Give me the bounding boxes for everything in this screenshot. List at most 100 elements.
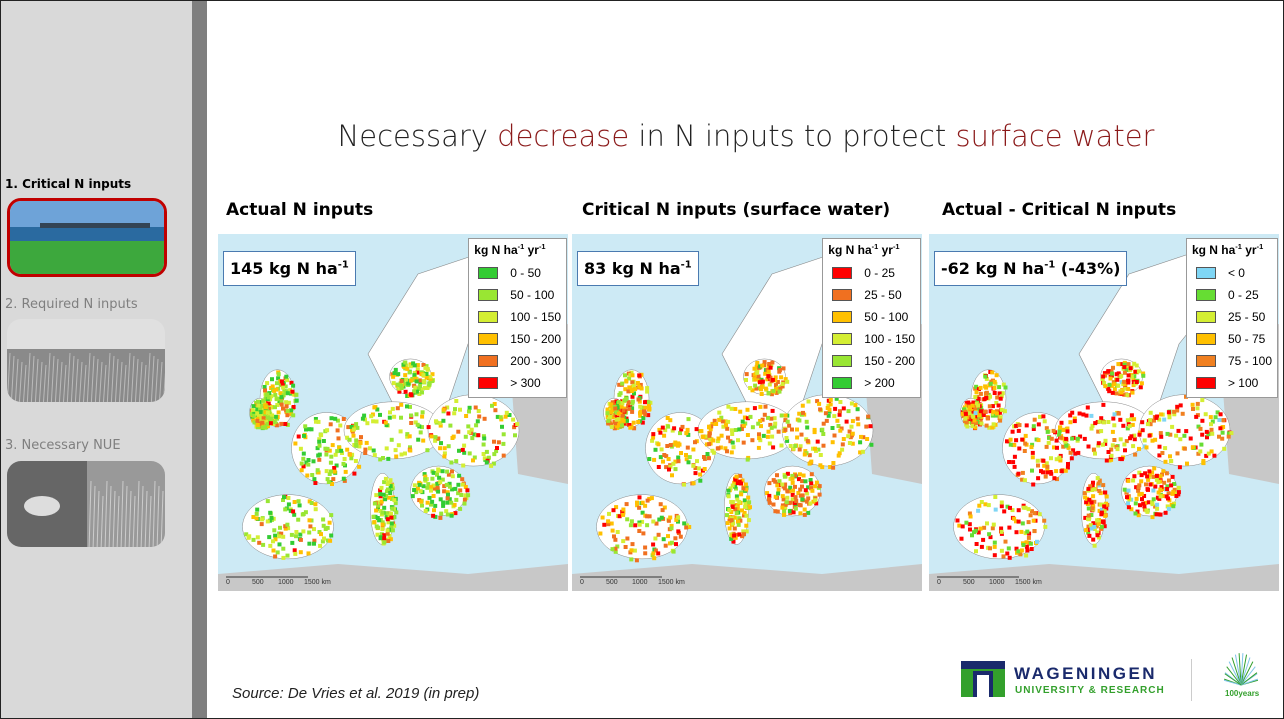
map-cell bbox=[1097, 508, 1102, 513]
map-cell bbox=[1041, 414, 1046, 419]
superscript: -1 bbox=[538, 242, 546, 251]
map-cell bbox=[756, 445, 761, 450]
map-cell bbox=[1098, 502, 1103, 507]
map-cell bbox=[283, 526, 288, 531]
map-cell bbox=[782, 474, 787, 479]
map-cell bbox=[499, 417, 504, 422]
map-cell bbox=[721, 424, 726, 429]
map-cell bbox=[1068, 420, 1073, 425]
map-cell bbox=[988, 381, 993, 386]
map-cell bbox=[1020, 470, 1025, 475]
map-cell bbox=[1003, 385, 1008, 390]
stalk bbox=[146, 352, 151, 402]
map-cell bbox=[1158, 474, 1163, 479]
map-cell bbox=[846, 409, 851, 414]
map-cell bbox=[1160, 494, 1165, 498]
map-cell bbox=[1139, 381, 1144, 386]
map-cell bbox=[1114, 444, 1119, 449]
map-cell bbox=[388, 537, 393, 542]
map-cell bbox=[812, 430, 817, 435]
map-cell bbox=[1014, 423, 1019, 428]
map-cell bbox=[315, 446, 320, 451]
map-cell bbox=[421, 363, 426, 367]
map-cell bbox=[1103, 490, 1108, 495]
map-cell bbox=[1084, 528, 1089, 533]
map-cell bbox=[609, 402, 614, 407]
map-cell bbox=[1016, 549, 1021, 554]
map-cell bbox=[831, 465, 836, 470]
map-cell bbox=[386, 539, 391, 543]
map-cell bbox=[379, 485, 384, 490]
map-cell bbox=[759, 424, 763, 429]
map-cell bbox=[793, 473, 798, 478]
map-cell bbox=[261, 542, 266, 547]
map-cell bbox=[1065, 465, 1070, 470]
map-cell bbox=[263, 410, 268, 415]
map-cell bbox=[606, 522, 611, 527]
map-cell bbox=[728, 439, 733, 444]
map-cell bbox=[663, 428, 668, 433]
map-cell bbox=[963, 409, 968, 414]
map-cell bbox=[1110, 443, 1115, 448]
stalk bbox=[156, 485, 160, 547]
map-cell bbox=[630, 380, 635, 385]
map-cell bbox=[1158, 487, 1163, 492]
map-cell bbox=[818, 407, 823, 412]
map-cell bbox=[748, 386, 753, 390]
map-cell bbox=[1049, 436, 1054, 441]
map-cell bbox=[382, 480, 387, 485]
map-cell bbox=[415, 363, 420, 368]
map-cell bbox=[438, 497, 443, 502]
map-cell bbox=[650, 438, 655, 443]
map-cell bbox=[605, 415, 610, 419]
map-cell bbox=[1131, 377, 1136, 382]
map-cell bbox=[1045, 470, 1050, 475]
map-cell bbox=[490, 403, 494, 408]
map-cell bbox=[773, 479, 778, 484]
map-cell bbox=[1165, 504, 1170, 509]
map-cell bbox=[1148, 422, 1153, 427]
map-cell bbox=[742, 513, 746, 518]
map-cell bbox=[1032, 511, 1037, 516]
map-cell bbox=[1218, 426, 1223, 431]
map-cell bbox=[264, 419, 269, 424]
map-cell bbox=[1023, 441, 1028, 446]
legend-swatch bbox=[1195, 267, 1216, 279]
map-cell bbox=[436, 489, 441, 494]
map-cell bbox=[441, 407, 446, 412]
map-cell bbox=[255, 407, 260, 412]
map-cell bbox=[963, 416, 968, 421]
map-cell bbox=[444, 509, 449, 514]
sidebar-label: 3. Necessary NUE bbox=[5, 438, 121, 453]
icon-ray bbox=[1238, 653, 1242, 686]
map-cell bbox=[285, 553, 290, 558]
map-cell bbox=[414, 389, 419, 394]
map-cell bbox=[408, 364, 413, 369]
icon-ray bbox=[1240, 661, 1254, 686]
map-cell bbox=[420, 390, 424, 395]
legend-entry: 25 - 50 bbox=[1192, 306, 1272, 328]
map-cell bbox=[1126, 380, 1131, 385]
map-cell bbox=[333, 416, 338, 421]
map-cell bbox=[387, 495, 391, 500]
map-cell bbox=[772, 416, 777, 421]
map-cell bbox=[263, 405, 268, 410]
map-cell bbox=[515, 422, 520, 427]
map-cell bbox=[1064, 436, 1069, 441]
map-cell bbox=[974, 421, 978, 425]
map-cell bbox=[1156, 480, 1161, 485]
map-cell bbox=[976, 403, 981, 408]
map-cell bbox=[1095, 518, 1100, 523]
map-cell bbox=[349, 424, 354, 429]
map-cell bbox=[312, 527, 316, 532]
map-cell bbox=[725, 449, 729, 454]
map-cell bbox=[732, 515, 737, 520]
map-cell bbox=[328, 422, 333, 427]
map-cell bbox=[1059, 420, 1064, 425]
map-cell bbox=[1036, 438, 1041, 443]
map-cell bbox=[659, 515, 664, 520]
map-cell bbox=[1096, 535, 1101, 540]
map-cell bbox=[281, 546, 286, 551]
map-cell bbox=[671, 461, 676, 466]
map-cell bbox=[1104, 458, 1109, 463]
